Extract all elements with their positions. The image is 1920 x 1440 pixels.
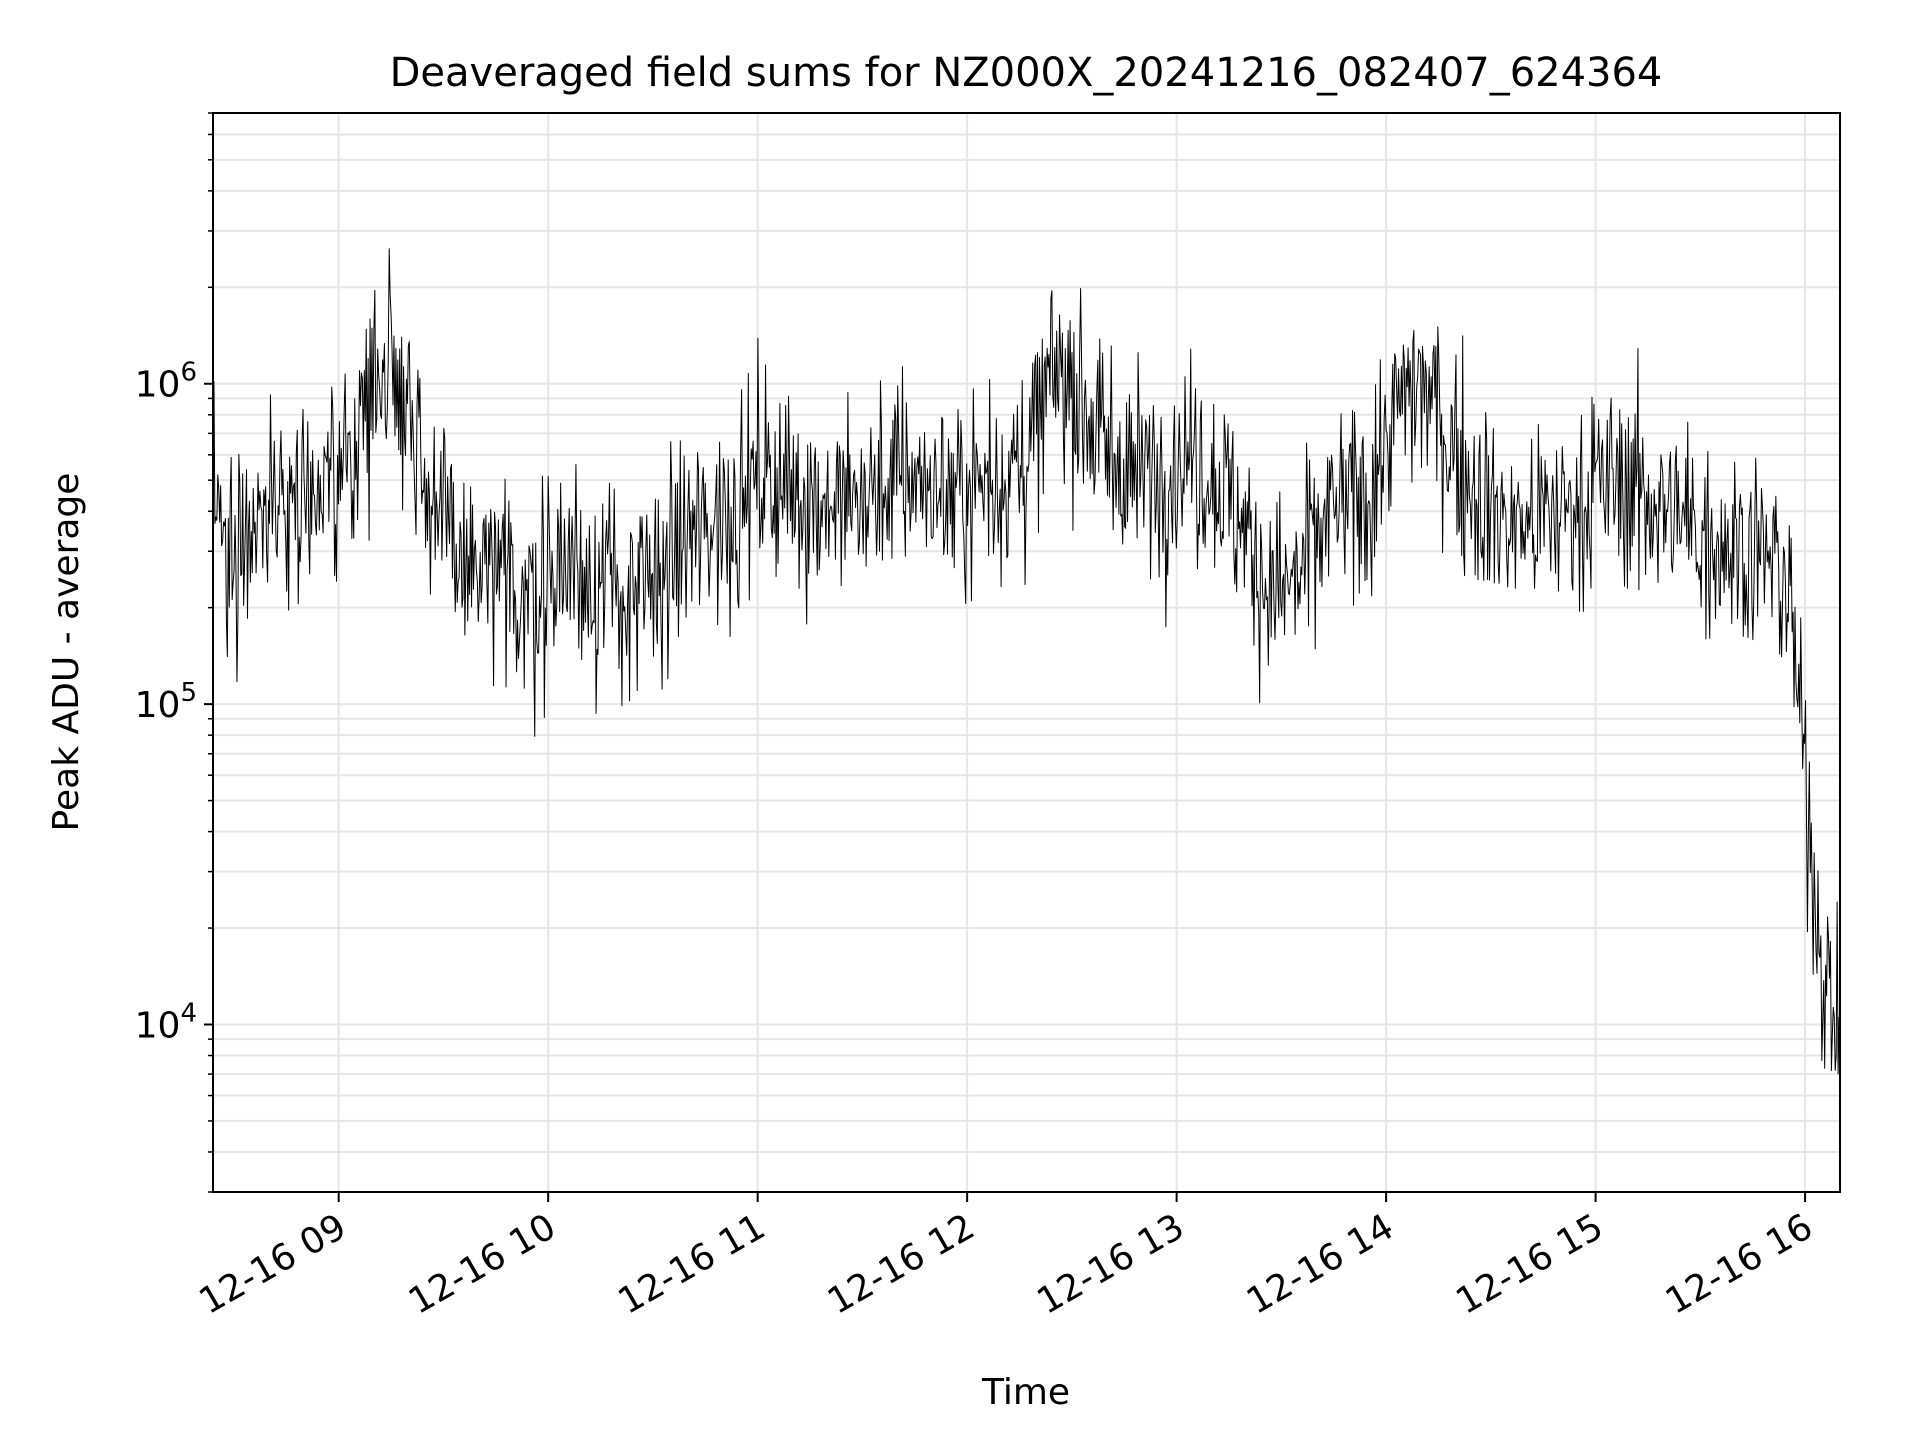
x-tick-label: 12-16 16 [1659, 1206, 1820, 1322]
chart-title: Deaveraged field sums for NZ000X_2024121… [390, 50, 1663, 96]
y-tick-label: 105 [135, 678, 197, 726]
x-tick-label: 12-16 12 [821, 1206, 982, 1322]
grid-lines [213, 112, 1840, 1193]
x-tick-label: 12-16 11 [611, 1206, 772, 1322]
y-tick-label: 104 [135, 998, 197, 1046]
x-tick-label: 12-16 10 [402, 1206, 563, 1322]
x-tick-label: 12-16 14 [1240, 1206, 1401, 1322]
x-tick-label: 12-16 15 [1449, 1206, 1610, 1322]
plot-frame [212, 112, 1841, 1193]
x-axis-label: Time [981, 1372, 1070, 1413]
x-tick-label: 12-16 09 [193, 1206, 354, 1322]
y-axis-label: Peak ADU - average [46, 473, 87, 832]
series-layer [212, 248, 1841, 1075]
x-tick-label: 12-16 13 [1030, 1206, 1191, 1322]
y-tick-label: 106 [135, 358, 197, 406]
series-line [212, 248, 1841, 1075]
